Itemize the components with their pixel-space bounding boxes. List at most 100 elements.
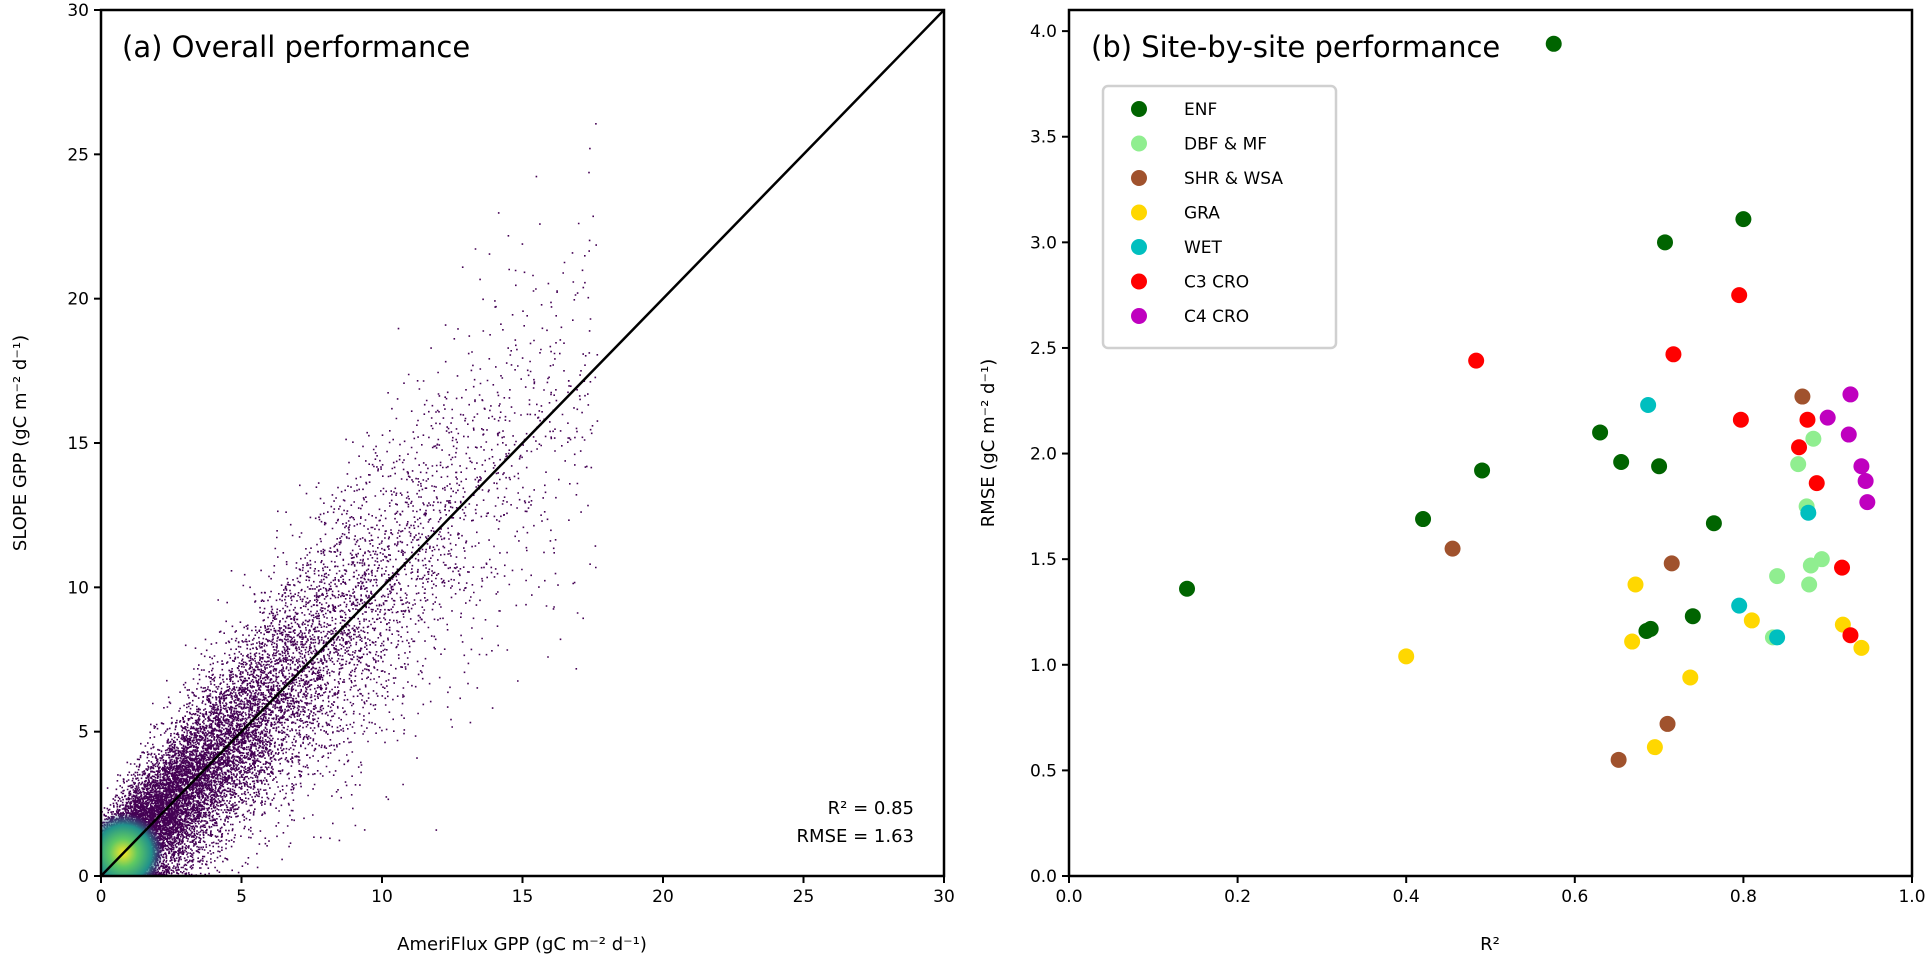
point-shr-wsa	[1444, 540, 1461, 557]
point-gra	[1682, 669, 1699, 686]
panel-a-x-tick-label: 30	[933, 887, 955, 907]
point-shr-wsa	[1659, 715, 1676, 732]
panel-b-y-tick-label: 0.0	[1030, 867, 1057, 887]
point-gra	[1743, 612, 1760, 629]
point-gra	[1624, 633, 1641, 650]
point-c3-cro	[1731, 287, 1748, 304]
legend-label: DBF & MF	[1184, 135, 1267, 155]
point-dbf-mf	[1805, 430, 1822, 447]
panel-a-y-tick-label: 30	[67, 1, 89, 21]
point-c3-cro	[1834, 559, 1851, 576]
point-c3-cro	[1791, 439, 1808, 456]
panel-a-scatter-points	[101, 123, 599, 876]
legend-marker-shr-wsa	[1131, 170, 1147, 186]
legend-label: SHR & WSA	[1184, 169, 1283, 189]
point-enf	[1642, 620, 1659, 637]
point-shr-wsa	[1663, 555, 1680, 572]
panel-b-x-tick-label: 0.4	[1393, 887, 1420, 907]
point-wet	[1640, 396, 1657, 413]
point-enf	[1657, 234, 1674, 251]
point-dbf-mf	[1801, 576, 1818, 593]
panel-b-x-axis-label: R²	[1480, 934, 1500, 955]
panel-b-y-tick-label: 0.5	[1030, 761, 1057, 781]
point-c4-cro	[1819, 409, 1836, 426]
point-gra	[1646, 739, 1663, 756]
point-gra	[1398, 648, 1415, 665]
point-enf	[1592, 424, 1609, 441]
panel-b-y-tick-label: 4.0	[1030, 22, 1057, 42]
panel-b-title: (b) Site-by-site performance	[1091, 30, 1500, 64]
point-dbf-mf	[1769, 568, 1786, 585]
point-c4-cro	[1842, 386, 1859, 403]
legend-marker-gra	[1131, 204, 1147, 221]
r2-annotation: R² = 0.85	[828, 798, 914, 819]
panel-b-site-by-site-performance: 0.0 0.2 0.4 0.6 0.8 1.0 0.0 0.5 1.0 1.5 2.0 2.5 3.0 3…	[978, 8, 1926, 955]
panel-a-x-tick-label: 0	[96, 887, 107, 907]
legend-label: WET	[1184, 238, 1223, 258]
point-c3-cro	[1842, 627, 1859, 644]
legend-label: C3 CRO	[1184, 273, 1249, 293]
one-to-one-line	[101, 10, 944, 876]
point-enf	[1735, 211, 1752, 228]
panel-a-y-tick-label: 15	[67, 434, 89, 454]
panel-a-x-tick-label: 25	[793, 887, 815, 907]
point-enf	[1179, 580, 1196, 597]
point-c3-cro	[1468, 352, 1485, 369]
legend-marker-enf	[1131, 101, 1147, 117]
point-c3-cro	[1665, 346, 1682, 363]
point-wet	[1769, 629, 1786, 646]
panel-b-frame	[1067, 8, 1914, 878]
point-enf	[1613, 454, 1630, 471]
panel-b-x-tick-label: 0.0	[1055, 887, 1082, 907]
legend-marker-c4-cro	[1131, 308, 1147, 324]
panel-b-y-tick-label: 1.5	[1030, 550, 1057, 570]
panel-b-points	[1179, 35, 1876, 768]
point-enf	[1474, 462, 1491, 479]
point-c3-cro	[1732, 411, 1749, 428]
panel-a-title: (a) Overall performance	[122, 30, 470, 64]
legend-box	[1101, 84, 1338, 350]
point-c3-cro	[1799, 411, 1816, 428]
panel-b-y-tick-label: 1.0	[1030, 656, 1057, 676]
legend-marker-dbf-mf	[1131, 135, 1147, 152]
rmse-annotation: RMSE = 1.63	[797, 826, 914, 847]
point-enf	[1651, 458, 1668, 475]
panel-a-overall-performance: 0 5 10 15 20 25 30 0 5 10 15 20 25 30 (a) Overall per…	[10, 1, 955, 955]
point-enf	[1415, 511, 1432, 528]
panel-b-y-tick-label: 3.5	[1030, 128, 1057, 148]
panel-a-frame	[99, 8, 946, 878]
panel-a-y-tick-label: 0	[78, 867, 89, 887]
legend-label: GRA	[1184, 204, 1220, 224]
point-dbf-mf	[1813, 551, 1830, 568]
legend-label: C4 CRO	[1184, 307, 1249, 327]
legend-label: ENF	[1184, 100, 1217, 120]
panel-a-x-tick-label: 10	[371, 887, 393, 907]
legend: ENF DBF & MF SHR & WSA GRA WET C3 CRO C4 CRO	[1101, 84, 1338, 350]
point-enf	[1705, 515, 1722, 532]
point-c3-cro	[1808, 475, 1825, 492]
panel-b-y-tick-label: 2.0	[1030, 445, 1057, 465]
panel-a-y-axis-label: SLOPE GPP (gC m⁻² d⁻¹)	[10, 335, 31, 551]
point-wet	[1731, 597, 1748, 614]
panel-b-x-tick-label: 0.6	[1561, 887, 1588, 907]
panel-a-x-tick-label: 20	[652, 887, 674, 907]
panel-a-y-tick-label: 25	[67, 145, 89, 165]
point-shr-wsa	[1610, 751, 1627, 768]
panel-a-points	[101, 10, 944, 876]
point-gra	[1627, 576, 1644, 593]
panel-a-y-tick-label: 10	[67, 578, 89, 598]
panel-a-x-axis-label: AmeriFlux GPP (gC m⁻² d⁻¹)	[397, 934, 647, 955]
panel-b-x-tick-label: 0.8	[1730, 887, 1757, 907]
panel-b-ticks: 0.0 0.2 0.4 0.6 0.8 1.0 0.0 0.5 1.0 1.5 2.0 2.5 3.0 3…	[1030, 22, 1926, 907]
panel-b-y-axis-label: RMSE (gC m⁻² d⁻¹)	[978, 359, 999, 527]
panel-a-x-tick-label: 15	[512, 887, 534, 907]
point-c4-cro	[1840, 426, 1857, 443]
point-enf	[1545, 35, 1562, 52]
point-gra	[1853, 639, 1870, 656]
point-wet	[1800, 504, 1817, 521]
point-shr-wsa	[1794, 388, 1811, 405]
legend-marker-c3-cro	[1131, 273, 1147, 290]
panel-b-y-tick-label: 2.5	[1030, 339, 1057, 359]
point-c4-cro	[1857, 473, 1874, 490]
point-dbf-mf	[1790, 456, 1807, 473]
